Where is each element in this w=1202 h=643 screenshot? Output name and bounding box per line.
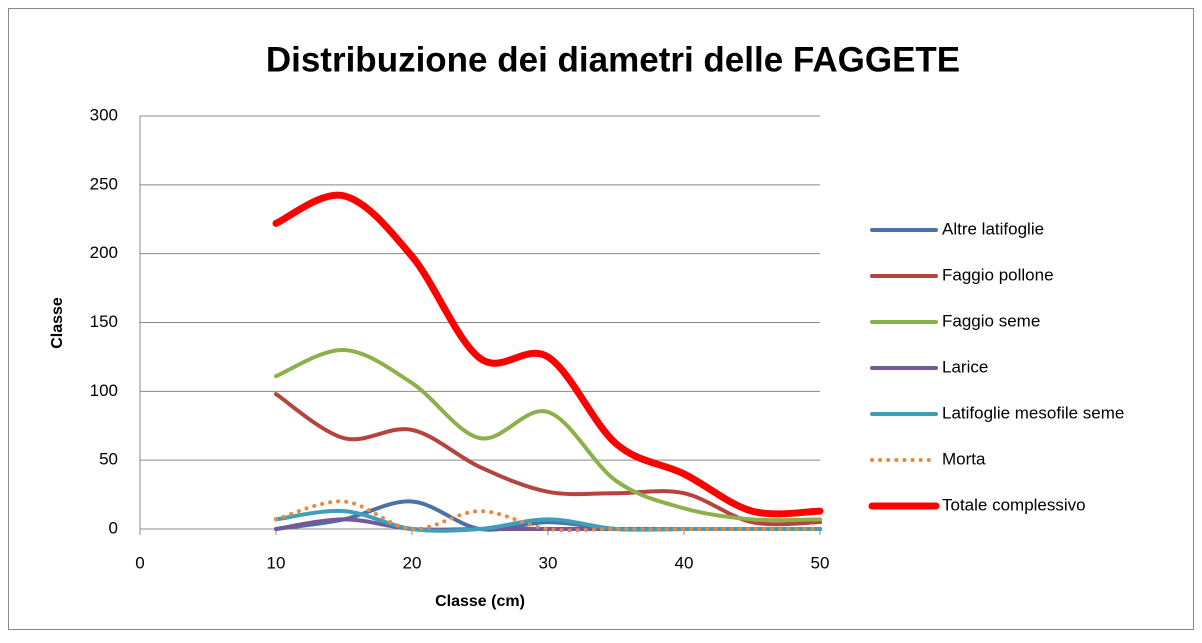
series-line [274, 348, 822, 523]
legend-label: Faggio seme [942, 311, 1040, 330]
legend-label: Altre latifoglie [942, 219, 1044, 238]
x-tick-label: 40 [675, 553, 694, 572]
x-tick-label: 30 [539, 553, 558, 572]
y-tick-label: 100 [90, 381, 118, 400]
x-tick-label: 10 [267, 553, 286, 572]
x-tick-label: 20 [403, 553, 422, 572]
series-line [272, 191, 824, 518]
y-tick-label: 0 [109, 518, 118, 537]
y-axis-label: Classe [49, 297, 66, 349]
x-tick-label: 50 [811, 553, 830, 572]
chart-title: Distribuzione dei diametri delle FAGGETE [266, 40, 960, 79]
legend-label: Latifoglie mesofile seme [942, 403, 1124, 422]
y-tick-label: 50 [99, 450, 118, 469]
legend-label: Faggio pollone [942, 265, 1054, 284]
x-tick-label: 0 [135, 553, 144, 572]
series-line [274, 392, 822, 527]
legend-label: Morta [942, 449, 986, 468]
x-axis-label: Classe (cm) [435, 593, 525, 610]
legend-label: Totale complessivo [942, 495, 1086, 514]
y-tick-label: 200 [90, 243, 118, 262]
y-tick-label: 150 [90, 312, 118, 331]
legend-label: Larice [942, 357, 988, 376]
series-line [274, 499, 822, 533]
y-tick-label: 300 [90, 105, 118, 124]
y-tick-label: 250 [90, 174, 118, 193]
